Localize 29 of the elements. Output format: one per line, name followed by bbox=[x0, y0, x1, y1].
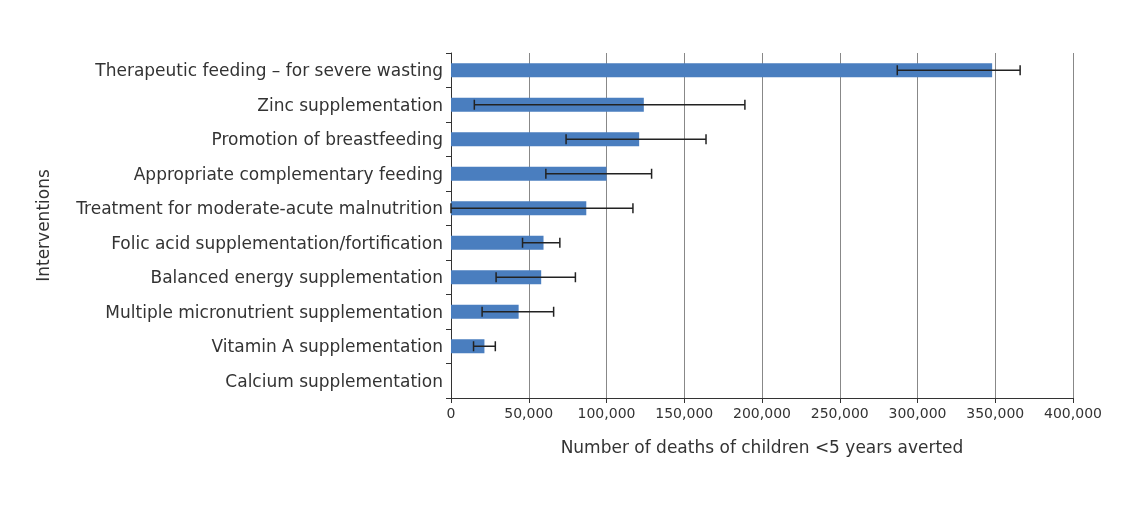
bar bbox=[451, 304, 519, 319]
x-tick-label: 150,000 bbox=[655, 405, 714, 421]
y-tick-label: Multiple micronutrient supplementation bbox=[105, 301, 443, 322]
x-tick-label: 0 bbox=[446, 405, 456, 421]
bar bbox=[451, 132, 640, 147]
x-axis-title: Number of deaths of children <5 years averted bbox=[560, 436, 964, 457]
x-tick-label: 400,000 bbox=[1044, 405, 1102, 421]
x-tick-label: 350,000 bbox=[966, 405, 1025, 421]
bar bbox=[451, 339, 485, 354]
y-tick-label: Calcium supplementation bbox=[225, 370, 443, 391]
bar bbox=[451, 166, 607, 181]
bar bbox=[451, 270, 542, 285]
y-tick-label: Treatment for moderate-acute malnutrition bbox=[75, 198, 443, 219]
x-tick-label: 300,000 bbox=[888, 405, 947, 421]
y-tick-label: Therapeutic feeding – for severe wasting bbox=[94, 60, 443, 81]
bar bbox=[451, 201, 587, 216]
y-axis-title: Interventions bbox=[32, 169, 53, 282]
bar bbox=[451, 63, 993, 78]
x-tick-label: 100,000 bbox=[577, 405, 636, 421]
y-tick-label: Zinc supplementation bbox=[257, 94, 443, 115]
y-tick-label: Balanced energy supplementation bbox=[150, 267, 443, 288]
x-tick-label: 250,000 bbox=[810, 405, 869, 421]
y-tick-label: Vitamin A supplementation bbox=[211, 336, 443, 357]
y-tick-label: Promotion of breastfeeding bbox=[211, 129, 443, 150]
x-tick-label: 200,000 bbox=[733, 405, 791, 421]
bar bbox=[451, 235, 544, 250]
y-tick-label: Appropriate complementary feeding bbox=[133, 163, 443, 184]
x-tick-label: 50,000 bbox=[504, 405, 554, 421]
y-tick-label: Folic acid supplementation/fortification bbox=[111, 232, 443, 253]
